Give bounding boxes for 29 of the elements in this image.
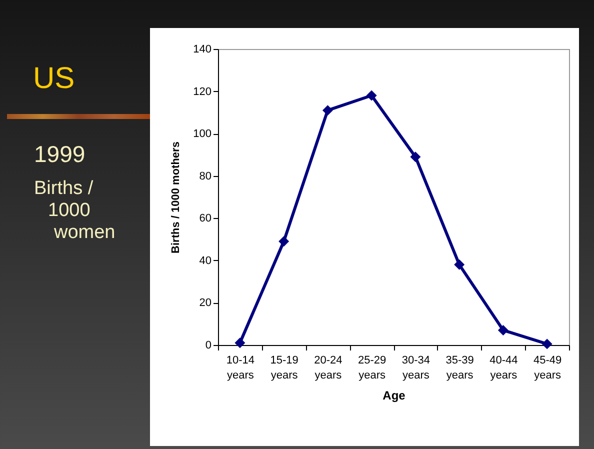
- point: [454, 259, 465, 270]
- y-tick-label: 60: [199, 212, 212, 225]
- x-tick-label: 15-19 years: [270, 354, 298, 382]
- point: [498, 324, 508, 336]
- y-tick-label: 120: [193, 86, 212, 98]
- point: [278, 236, 290, 247]
- x-tick-label: 40-44 years: [490, 354, 518, 382]
- x-tick-label: 45-49 years: [533, 354, 562, 382]
- text: Births / 1000 women: [34, 178, 116, 244]
- point: [410, 152, 421, 162]
- x-tick-label: 10-14 years: [226, 354, 255, 382]
- y-tick-label: 40: [199, 254, 212, 267]
- y-tick-label: 0: [205, 340, 212, 352]
- y-axis-title: Births / 1000 mothers: [170, 142, 182, 254]
- y-tick-label: 140: [193, 44, 212, 56]
- x-tick-label: 25-29 years: [358, 354, 386, 382]
- x-axis-title: Age: [382, 388, 406, 402]
- point: [322, 105, 333, 116]
- point: [366, 90, 377, 101]
- x-tick-label: 20-24 years: [314, 354, 342, 382]
- y-tick-label: 100: [193, 128, 212, 140]
- y-tick-label: 20: [199, 297, 212, 310]
- point: [234, 338, 246, 348]
- chart-title: US: [33, 62, 75, 96]
- x-tick-label: 30-34 years: [402, 354, 430, 382]
- text: 1999: [34, 141, 86, 168]
- y-tick-label: 80: [199, 170, 212, 182]
- point: [542, 338, 552, 350]
- x-tick-label: 35-39 years: [446, 354, 474, 382]
